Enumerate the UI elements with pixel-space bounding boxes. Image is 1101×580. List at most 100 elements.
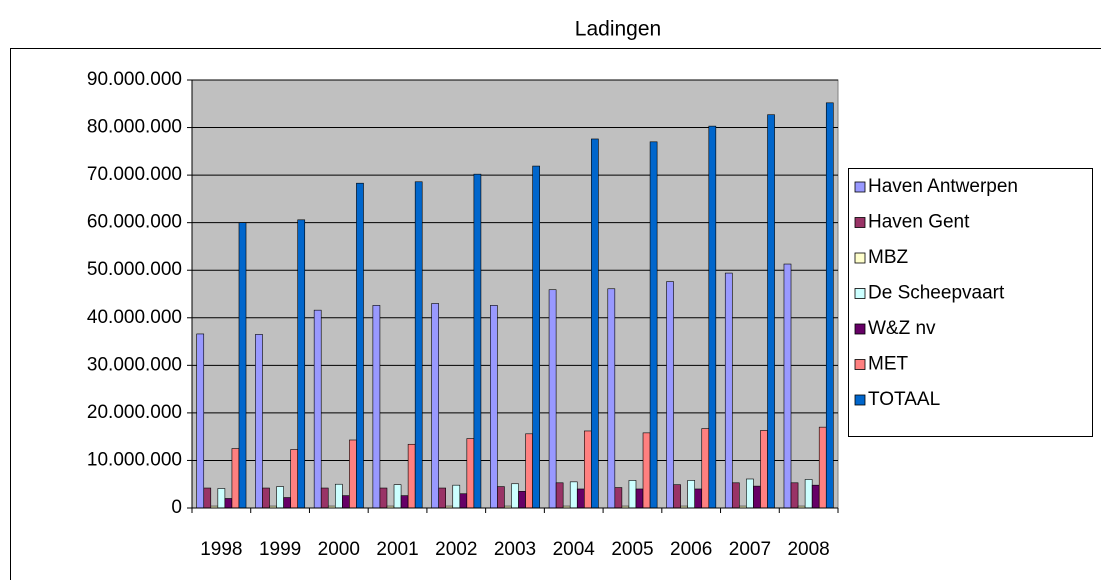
bar (459, 493, 468, 509)
x-tick-label: 2000 (318, 539, 360, 560)
legend-label: Haven Gent (868, 212, 970, 233)
bar (687, 480, 696, 509)
bar (804, 479, 813, 509)
bar (583, 430, 592, 509)
y-tick-label: 70.000.000 (87, 164, 182, 185)
bar (334, 483, 343, 509)
legend-key (854, 323, 866, 335)
bar (255, 334, 263, 509)
bar (224, 498, 233, 509)
x-tick-label: 2002 (435, 539, 477, 560)
bar (372, 305, 381, 509)
bar (414, 181, 423, 509)
bar (555, 482, 564, 509)
bar (438, 487, 447, 509)
bar (356, 182, 364, 509)
bar (649, 141, 658, 509)
bar (452, 484, 461, 509)
legend-label: W&Z nv (868, 318, 936, 339)
legend-label: Haven Antwerpen (868, 176, 1018, 197)
legend-key (854, 394, 866, 406)
bar (708, 125, 717, 509)
legend-key (854, 359, 866, 370)
bar (607, 288, 616, 509)
x-tick-label: 2005 (611, 539, 653, 560)
bar (290, 449, 299, 509)
bar (518, 491, 526, 509)
y-tick-label: 0 (171, 497, 182, 518)
legend (848, 168, 1093, 437)
bar (203, 487, 212, 509)
bar (825, 102, 834, 509)
bar (746, 478, 754, 509)
bar (431, 303, 439, 509)
bar (490, 305, 498, 509)
legend-key (854, 181, 866, 193)
bar (297, 219, 306, 509)
chart-title: Ladingen (575, 18, 661, 41)
bar (783, 263, 792, 509)
bar (591, 138, 599, 509)
bar (576, 488, 585, 509)
bar (628, 480, 637, 509)
bar (511, 483, 519, 509)
x-tick-label: 2006 (670, 539, 712, 560)
bar (532, 165, 540, 509)
bar (196, 333, 205, 509)
y-tick-label: 30.000.000 (87, 354, 182, 375)
plot-area (191, 79, 839, 509)
x-tick-label: 1998 (200, 539, 242, 560)
legend-label: TOTAAL (868, 389, 940, 410)
bar (673, 484, 681, 509)
legend-key (854, 252, 866, 264)
y-tick-label: 60.000.000 (87, 212, 182, 233)
y-tick-label: 90.000.000 (87, 69, 182, 90)
bar (614, 487, 623, 509)
bar (731, 482, 740, 509)
bar (666, 281, 674, 509)
bar (342, 495, 350, 509)
x-tick-label: 2001 (376, 539, 418, 560)
bar (400, 495, 409, 509)
bar (701, 428, 710, 509)
bar (231, 448, 240, 509)
bar (790, 482, 799, 509)
bar (466, 438, 475, 509)
bar (760, 430, 768, 509)
legend-label: De Scheepvaart (868, 283, 1005, 304)
x-tick-label: 1999 (259, 539, 301, 560)
legend-label: MET (868, 354, 909, 375)
bar (753, 485, 761, 509)
bar (525, 433, 533, 509)
bar (569, 481, 578, 509)
y-tick-label: 20.000.000 (87, 402, 182, 423)
x-tick-label: 2007 (729, 539, 771, 560)
bar (262, 487, 270, 509)
y-tick-label: 80.000.000 (87, 117, 182, 138)
bar (694, 488, 703, 509)
x-tick-label: 2008 (787, 539, 829, 560)
bar (724, 272, 733, 509)
bar (548, 289, 557, 509)
bar (818, 426, 827, 509)
bar (767, 114, 775, 509)
bar (497, 486, 505, 509)
bar (238, 222, 247, 509)
bar (642, 432, 651, 509)
bar (379, 487, 388, 509)
bar (320, 487, 329, 509)
bar (473, 173, 482, 509)
bar (635, 488, 644, 509)
y-tick-label: 40.000.000 (87, 307, 182, 328)
bar (276, 486, 284, 509)
bar (283, 497, 291, 509)
y-tick-label: 50.000.000 (87, 259, 182, 280)
legend-key (854, 288, 866, 299)
x-tick-label: 2003 (494, 539, 536, 560)
legend-label: MBZ (868, 247, 909, 268)
x-tick-label: 2004 (553, 539, 596, 560)
legend-key (854, 217, 866, 228)
bar (811, 484, 820, 509)
bar (349, 439, 357, 509)
